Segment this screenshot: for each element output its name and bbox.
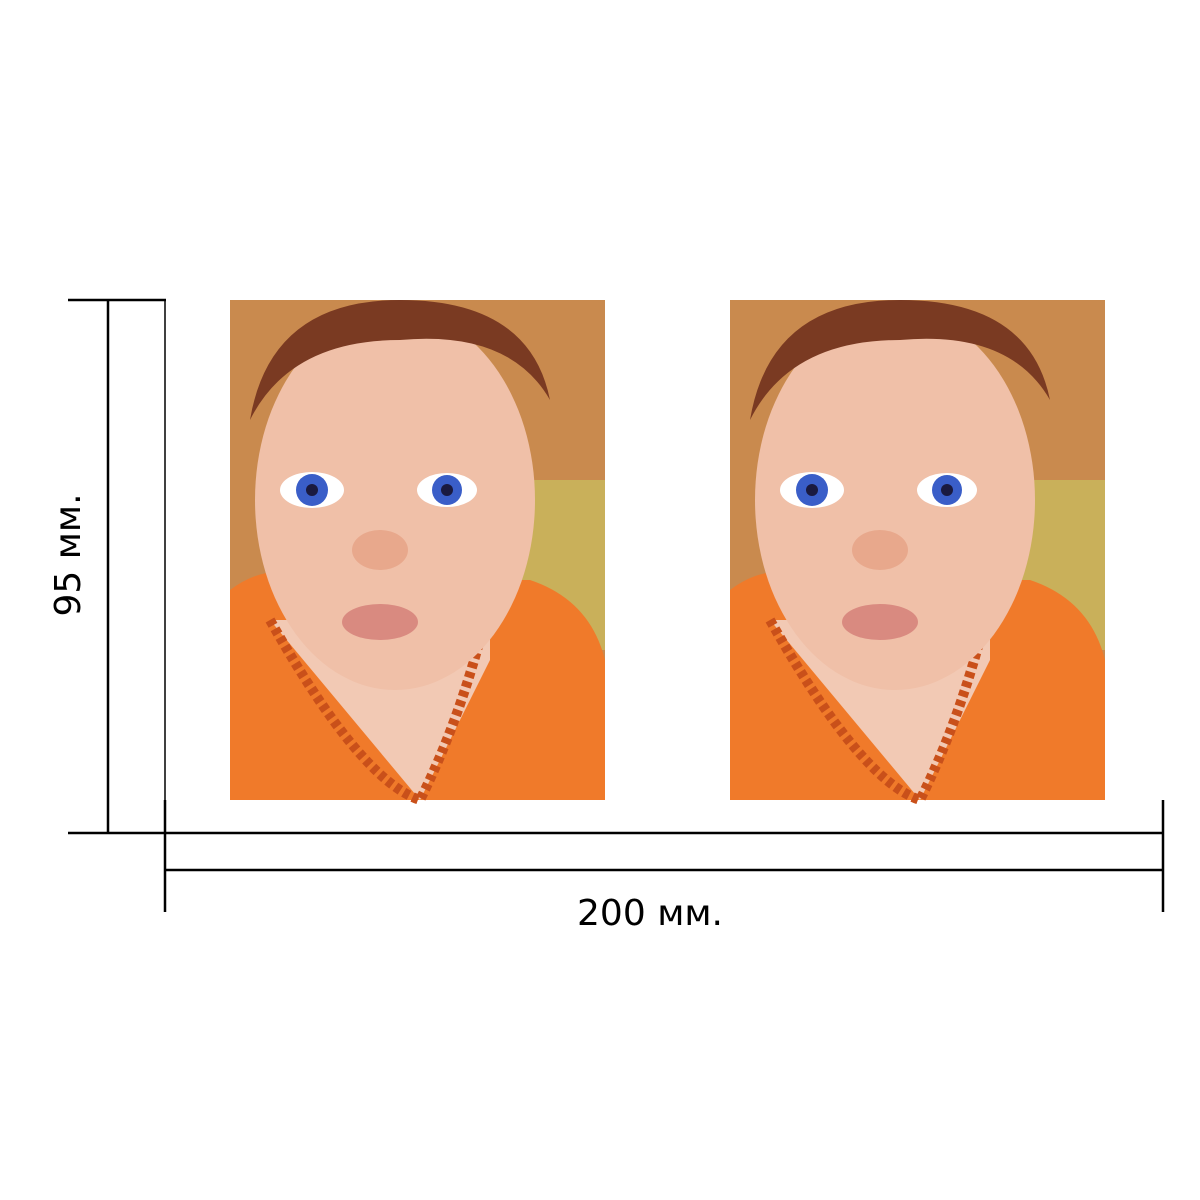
width-label: 200 мм. (577, 893, 723, 934)
photo (730, 300, 1105, 800)
width-dimension (163, 800, 1165, 912)
height-dimension (68, 298, 166, 835)
height-label: 95 мм. (48, 493, 89, 616)
photo (230, 300, 605, 800)
